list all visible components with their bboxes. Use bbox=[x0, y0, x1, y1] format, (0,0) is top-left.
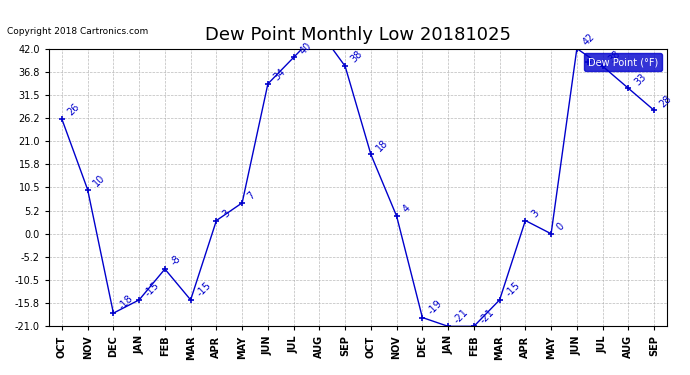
Dew Point (°F) bbox=[495, 298, 504, 302]
Dew Point (°F) bbox=[186, 298, 195, 302]
Dew Point (°F) bbox=[624, 86, 633, 90]
Dew Point (°F) bbox=[547, 231, 555, 236]
Text: 0: 0 bbox=[555, 221, 566, 232]
Dew Point (°F) bbox=[58, 117, 66, 122]
Text: 26: 26 bbox=[66, 102, 81, 118]
Text: 3: 3 bbox=[220, 208, 232, 219]
Text: 38: 38 bbox=[349, 49, 365, 65]
Text: 42: 42 bbox=[581, 32, 597, 47]
Text: 40: 40 bbox=[297, 40, 313, 56]
Dew Point (°F) bbox=[264, 82, 272, 86]
Text: -19: -19 bbox=[426, 298, 444, 316]
Text: 28: 28 bbox=[658, 93, 674, 109]
Dew Point (°F) bbox=[598, 64, 607, 69]
Dew Point (°F) bbox=[573, 46, 581, 51]
Dew Point (°F) bbox=[650, 108, 658, 112]
Text: 33: 33 bbox=[632, 71, 648, 87]
Dew Point (°F) bbox=[135, 298, 144, 302]
Text: -8: -8 bbox=[169, 254, 183, 268]
Text: -15: -15 bbox=[143, 280, 161, 298]
Line: Dew Point (°F): Dew Point (°F) bbox=[59, 27, 658, 330]
Text: Copyright 2018 Cartronics.com: Copyright 2018 Cartronics.com bbox=[7, 27, 148, 36]
Dew Point (°F) bbox=[213, 218, 221, 223]
Text: -21: -21 bbox=[452, 307, 471, 325]
Dew Point (°F) bbox=[315, 29, 324, 33]
Text: -21: -21 bbox=[477, 307, 496, 325]
Dew Point (°F) bbox=[161, 267, 169, 271]
Text: -15: -15 bbox=[504, 280, 522, 298]
Dew Point (°F) bbox=[418, 315, 426, 320]
Text: 18: 18 bbox=[375, 137, 391, 153]
Text: -18: -18 bbox=[117, 294, 135, 312]
Dew Point (°F) bbox=[521, 218, 529, 223]
Text: 38: 38 bbox=[607, 49, 622, 65]
Dew Point (°F) bbox=[444, 324, 452, 328]
Text: 34: 34 bbox=[272, 67, 288, 82]
Text: 3: 3 bbox=[529, 208, 541, 219]
Dew Point (°F) bbox=[238, 201, 246, 205]
Text: 7: 7 bbox=[246, 190, 257, 202]
Title: Dew Point Monthly Low 20181025: Dew Point Monthly Low 20181025 bbox=[205, 26, 511, 44]
Dew Point (°F) bbox=[341, 64, 349, 69]
Dew Point (°F) bbox=[109, 311, 117, 315]
Text: -15: -15 bbox=[195, 280, 213, 298]
Dew Point (°F) bbox=[470, 324, 478, 328]
Dew Point (°F) bbox=[290, 55, 298, 60]
Legend: Dew Point (°F): Dew Point (°F) bbox=[584, 54, 662, 71]
Text: 10: 10 bbox=[92, 172, 107, 188]
Text: 4: 4 bbox=[400, 203, 412, 215]
Dew Point (°F) bbox=[83, 188, 92, 192]
Dew Point (°F) bbox=[367, 152, 375, 157]
Dew Point (°F) bbox=[393, 214, 401, 218]
Text: 46: 46 bbox=[0, 374, 1, 375]
